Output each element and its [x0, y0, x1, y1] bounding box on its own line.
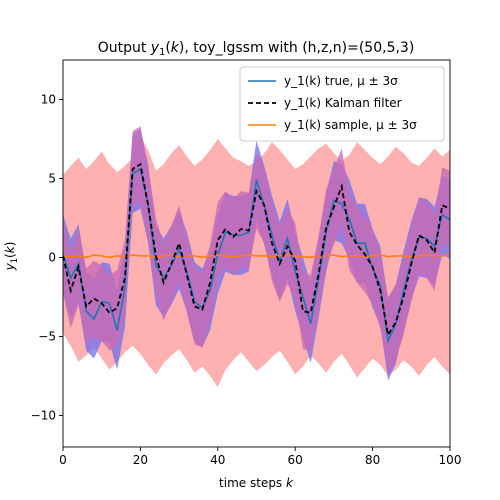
chart-title: Output y1(k), toy_lgssm with (h,z,n)=(50… [98, 40, 415, 58]
legend: y_1(k) true, μ ± 3σ y_1(k) Kalman filter y… [239, 66, 445, 142]
legend-entry: y_1(k) sample, μ ± 3σ [284, 118, 417, 132]
x-tick-label: 20 [133, 453, 148, 467]
x-tick-label: 0 [59, 453, 67, 467]
legend-entry: y_1(k) Kalman filter [284, 96, 402, 110]
x-axis-label: time steps k [219, 476, 294, 490]
plot-content [63, 126, 450, 387]
sample-line [63, 254, 450, 259]
kalman-band [63, 126, 450, 373]
y-axis-label: y1(k) [3, 242, 19, 272]
legend-box [239, 66, 445, 142]
kalman-line [63, 162, 450, 338]
x-tick-label: 80 [365, 453, 380, 467]
plot-area [63, 126, 450, 387]
axes-frame [62, 59, 451, 448]
y-tick-label: 0 [48, 250, 56, 264]
y-tick-label: 5 [48, 171, 56, 185]
x-tick-label: 40 [210, 453, 225, 467]
axes: 0 20 40 60 80 100 −10 −5 0 5 10 [31, 59, 462, 467]
true-band [63, 129, 450, 381]
y-tick-label: −10 [31, 408, 56, 422]
legend-entry: y_1(k) true, μ ± 3σ [284, 74, 398, 88]
x-tick-label: 100 [439, 453, 462, 467]
x-tick-label: 60 [288, 453, 303, 467]
y-tick-label: 10 [41, 92, 56, 106]
y-tick-label: −5 [38, 329, 56, 343]
